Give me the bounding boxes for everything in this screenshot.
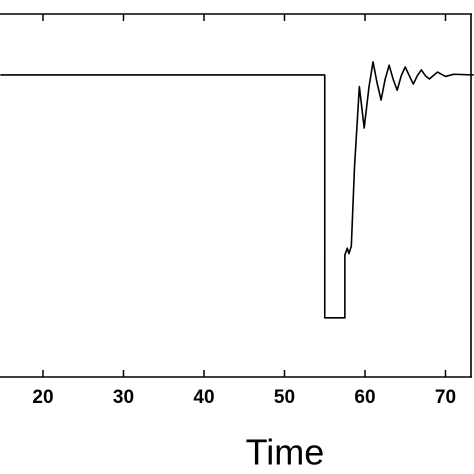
x-tick-label: 50 [274,387,295,408]
x-axis-title: Time [246,432,325,473]
x-tick-label: 20 [32,387,53,408]
data-line [0,61,474,319]
x-tick-label: 30 [113,387,134,408]
x-tick-label: 60 [354,387,375,408]
x-tick-label: 40 [193,387,214,408]
x-tick-label: 70 [435,387,456,408]
